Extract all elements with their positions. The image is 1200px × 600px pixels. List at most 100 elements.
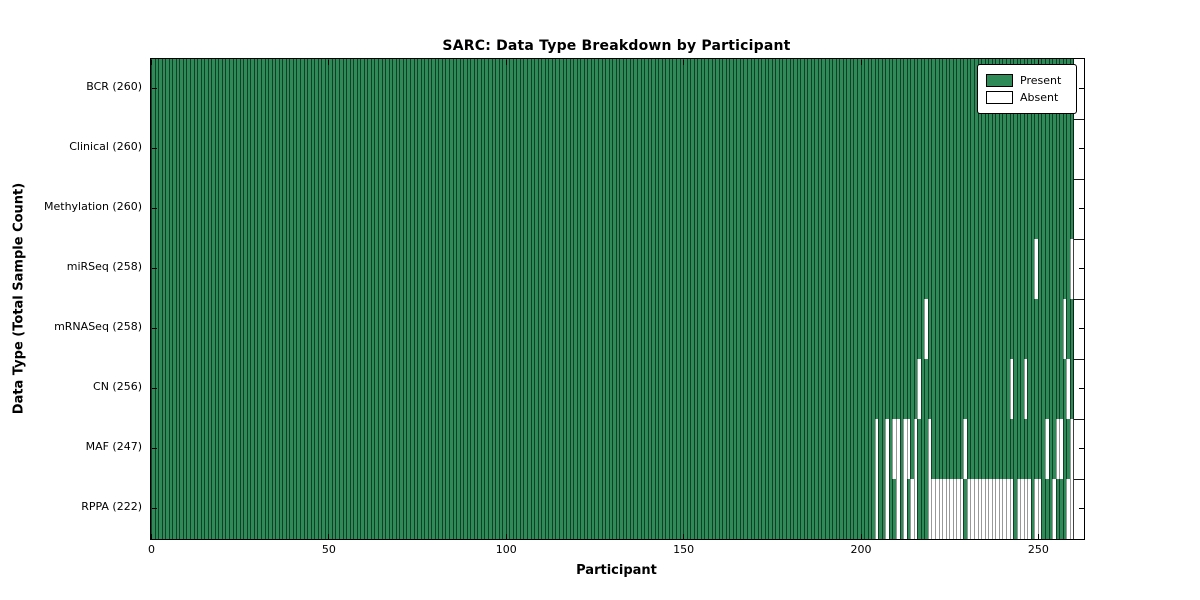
participant-bar xyxy=(299,479,305,539)
participant-bar xyxy=(264,419,269,479)
participant-bar xyxy=(473,239,478,299)
participant-bar xyxy=(594,359,599,419)
participant-bar xyxy=(1062,179,1067,239)
participant-bar xyxy=(771,119,776,179)
participant-bar xyxy=(743,119,748,179)
participant-bar xyxy=(711,119,716,179)
participant-bar xyxy=(299,299,305,359)
participant-bar xyxy=(750,59,755,119)
participant-bar xyxy=(229,359,234,419)
participant-bar xyxy=(697,419,702,479)
participant-bar xyxy=(186,299,191,359)
participant-bar xyxy=(697,59,702,119)
participant-bar xyxy=(207,359,212,419)
participant-bar xyxy=(409,479,415,539)
participant-bar xyxy=(179,239,184,299)
participant-bar xyxy=(810,419,815,479)
participant-bar xyxy=(846,299,851,359)
participant-bar xyxy=(466,59,471,119)
participant-bar xyxy=(807,239,812,299)
participant-bar xyxy=(285,479,290,539)
participant-bar xyxy=(917,299,922,359)
participant-bar xyxy=(328,59,333,119)
participant-bar xyxy=(778,419,783,479)
participant-bar xyxy=(1066,299,1071,359)
participant-bar xyxy=(832,59,837,119)
participant-bar xyxy=(913,359,918,419)
participant-bar xyxy=(374,299,379,359)
participant-bar xyxy=(867,299,872,359)
participant-bar xyxy=(622,119,627,179)
participant-bar xyxy=(417,179,422,239)
participant-bar xyxy=(800,299,805,359)
participant-bar xyxy=(374,359,379,419)
participant-bar xyxy=(303,419,308,479)
participant-bar xyxy=(793,299,798,359)
participant-bar xyxy=(232,119,237,179)
participant-bar xyxy=(566,119,571,179)
participant-bar xyxy=(271,359,276,419)
participant-bar xyxy=(1013,299,1018,359)
participant-bar xyxy=(221,419,226,479)
participant-bar xyxy=(232,479,237,539)
participant-bar xyxy=(495,179,500,239)
participant-bar xyxy=(211,479,216,539)
participant-bar xyxy=(927,419,932,479)
participant-bar xyxy=(399,299,404,359)
participant-bar xyxy=(388,119,393,179)
participant-bar xyxy=(771,479,776,539)
participant-bar xyxy=(881,59,886,119)
participant-bar xyxy=(356,479,361,539)
participant-bar xyxy=(789,119,794,179)
participant-bar xyxy=(534,299,539,359)
participant-bar xyxy=(878,299,883,359)
participant-bar xyxy=(172,419,177,479)
participant-bar xyxy=(239,479,244,539)
participant-bar xyxy=(881,119,886,179)
participant-bar xyxy=(842,59,847,119)
participant-bar xyxy=(580,419,585,479)
participant-bar xyxy=(754,479,759,539)
participant-bar xyxy=(864,119,869,179)
participant-bar xyxy=(307,479,312,539)
participant-bar xyxy=(271,479,276,539)
participant-bar xyxy=(647,419,652,479)
participant-bar xyxy=(406,59,411,119)
participant-bar xyxy=(888,359,893,419)
participant-bar xyxy=(917,239,922,299)
participant-bar xyxy=(158,119,163,179)
participant-bar xyxy=(314,179,319,239)
participant-bar xyxy=(427,239,432,299)
participant-bar xyxy=(718,359,723,419)
participant-bar xyxy=(339,239,344,299)
participant-bar xyxy=(668,119,673,179)
participant-bar xyxy=(906,119,911,179)
participant-bar xyxy=(707,419,712,479)
participant-bar xyxy=(328,479,333,539)
participant-bar xyxy=(264,359,269,419)
participant-bar xyxy=(998,179,1003,239)
participant-bar xyxy=(757,119,762,179)
participant-bar xyxy=(750,179,755,239)
participant-bar xyxy=(959,179,964,239)
participant-bar xyxy=(803,119,808,179)
participant-bar xyxy=(764,179,769,239)
participant-bar xyxy=(668,299,673,359)
participant-bar xyxy=(356,179,361,239)
participant-bar xyxy=(246,299,251,359)
participant-bar xyxy=(190,359,195,419)
participant-bar xyxy=(190,59,195,119)
participant-bar xyxy=(367,359,372,419)
participant-bar xyxy=(945,239,950,299)
participant-bar xyxy=(736,119,741,179)
participant-bar xyxy=(895,59,901,119)
participant-bar xyxy=(903,479,908,539)
participant-bar xyxy=(314,299,319,359)
participant-bar xyxy=(388,479,393,539)
participant-bar xyxy=(587,419,592,479)
participant-bar xyxy=(974,59,979,119)
participant-bar xyxy=(715,359,720,419)
participant-bar xyxy=(378,239,383,299)
participant-bar xyxy=(523,59,528,119)
participant-bar xyxy=(1016,119,1021,179)
